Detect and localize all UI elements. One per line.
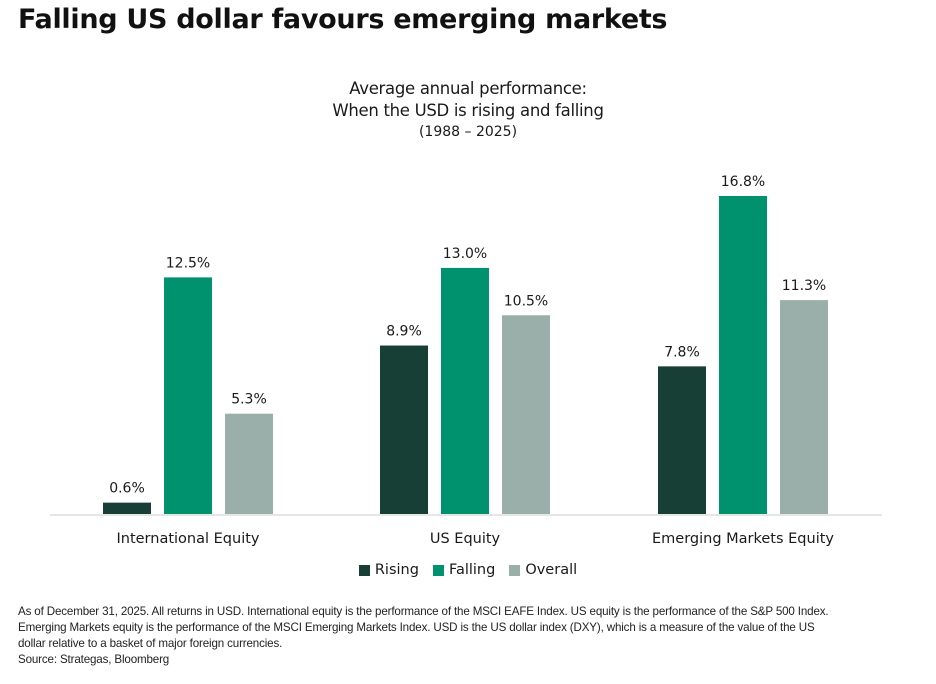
data-label-us-equity-falling: 13.0% [443,246,487,262]
chart-title: Average annual performance: [349,79,587,98]
legend-swatch-rising [358,564,370,576]
legend-item-overall: Overall [509,562,577,578]
data-label-emerging-markets-equity-overall: 11.3% [782,278,826,294]
category-label-international-equity: International Equity [116,531,259,547]
bar-chart: 0.6% 12.5% 5.3% 8.9% 13.0% 10.5% 7.8% 16.8% 11.3… [50,174,882,547]
footnote-line: As of December 31, 2025. All returns in … [18,605,829,618]
category-labels-group: International Equity US Equity Emerging Ma… [116,531,834,547]
chart-subtitle: When the USD is rising and falling [332,101,604,120]
bars-group [103,196,828,514]
footnote: As of December 31, 2025. All returns in … [18,604,933,668]
legend: Rising Falling Overall [0,562,936,578]
data-label-international-equity-overall: 5.3% [231,392,267,408]
bar-emerging-markets-equity-falling [719,196,767,514]
data-label-us-equity-rising: 8.9% [386,324,422,340]
legend-swatch-overall [509,564,521,576]
bar-us-equity-falling [441,267,489,514]
source-line: Source: Strategas, Bloomberg [18,653,170,666]
data-label-international-equity-rising: 0.6% [109,481,145,497]
bar-international-equity-overall [225,413,273,514]
footnote-line: dollar relative to a basket of major for… [18,637,283,650]
category-label-emerging-markets-equity: Emerging Markets Equity [652,531,834,547]
bar-international-equity-falling [164,277,212,514]
legend-label-rising: Rising [374,562,419,578]
legend-swatch-falling [432,564,444,576]
headline: Falling US dollar favours emerging marke… [18,4,668,35]
chart-title-block: Average annual performance: When the USD… [0,78,936,142]
bar-us-equity-overall [502,315,550,514]
bar-international-equity-rising [103,502,151,514]
bar-us-equity-rising [380,345,428,514]
data-label-us-equity-overall: 10.5% [504,293,548,309]
data-label-international-equity-falling: 12.5% [166,255,210,271]
data-label-emerging-markets-equity-falling: 16.8% [721,174,765,190]
legend-item-rising: Rising [358,562,419,578]
bar-emerging-markets-equity-rising [658,366,706,514]
footnote-line: Emerging Markets equity is the performan… [18,621,815,634]
legend-label-falling: Falling [448,562,496,578]
category-label-us-equity: US Equity [430,531,501,547]
legend-label-overall: Overall [525,562,578,578]
chart-period: (1988 – 2025) [418,124,518,140]
bar-labels-group: 0.6% 12.5% 5.3% 8.9% 13.0% 10.5% 7.8% 16.8% 11.3… [109,174,826,497]
data-label-emerging-markets-equity-rising: 7.8% [664,344,700,360]
legend-item-falling: Falling [432,562,496,578]
bar-emerging-markets-equity-overall [780,300,828,514]
